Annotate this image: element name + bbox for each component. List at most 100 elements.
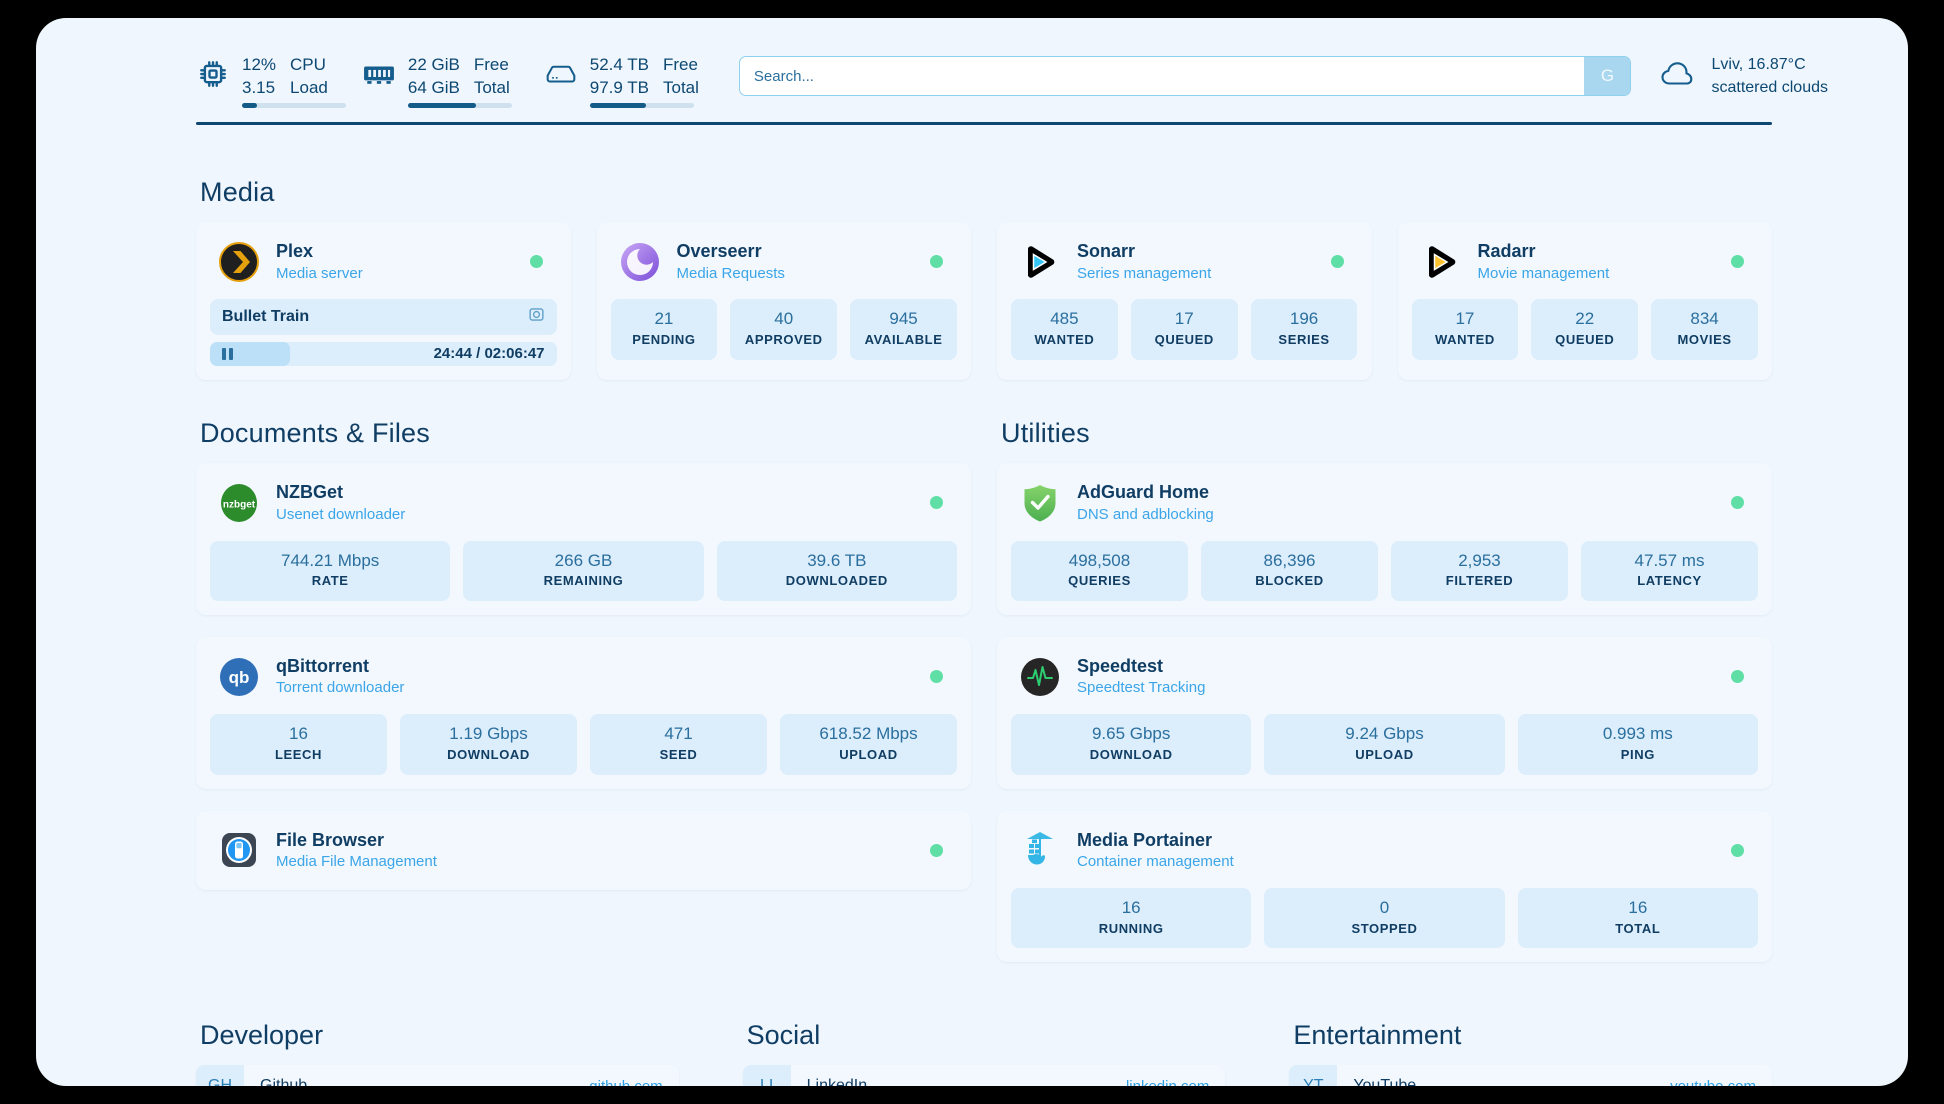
cpu-chip-icon [196,57,230,91]
stat-tile: 9.65 Gbps DOWNLOAD [1011,714,1252,775]
stat-value: 471 [664,724,693,744]
hard-drive-icon [544,57,578,91]
card-header: Radarr Movie management [1412,236,1759,287]
stat-label: DOWNLOADED [785,573,888,589]
service-card-media-portainer[interactable]: Media Portainer Container management 16 … [997,810,1772,963]
bookmark-item-github[interactable]: GH Github github.com [196,1065,679,1086]
status-badge-online [930,496,943,510]
service-card-radarr[interactable]: Radarr Movie management 17 WANTED 22 QUE… [1397,222,1772,381]
stat-tile: 22 QUEUED [1531,299,1639,360]
stat-label: BLOCKED [1255,573,1324,589]
stat-label: DOWNLOAD [1089,747,1173,763]
bookmark-abbr: LI [742,1065,791,1086]
bookmark-group-social: Social LI LinkedIn linkedin.com TW Twitt… [742,1020,1226,1086]
service-card-adguard-home[interactable]: AdGuard Home DNS and adblocking 498,508 … [997,463,1772,615]
stat-label: QUERIES [1068,573,1131,589]
stat-value: 39.6 TB [807,550,867,570]
weather-widget: Lviv, 16.87°C scattered clouds [1657,53,1848,99]
stat-label: RUNNING [1098,920,1164,936]
stat-tile: 47.57 ms LATENCY [1581,540,1758,601]
card-stats: 744.21 Mbps RATE 266 GB REMAINING 39.6 T… [210,540,957,601]
stat-tile: 945 AVAILABLE [850,299,957,360]
stat-value: 86,396 [1263,550,1316,570]
stat-label: QUEUED [1555,332,1615,348]
search-box[interactable]: G [738,56,1632,96]
portainer-logo [1019,829,1061,871]
section-title-documents: Documents & Files [200,418,430,449]
service-card-file-browser[interactable]: File Browser Media File Management [196,810,971,890]
plex-logo [218,241,260,283]
stat-value: 485 [1050,309,1079,329]
stat-value: 1.19 Gbps [449,724,528,744]
stat-label: QUEUED [1154,332,1214,348]
card-title: NZBGet [276,482,343,503]
search-engine-button[interactable]: G [1584,57,1631,95]
stat-value: 498,508 [1068,550,1131,570]
speedtest-logo [1019,656,1061,698]
bookmark-item-linkedin[interactable]: LI LinkedIn linkedin.com [742,1065,1226,1086]
stat-value: 21 [654,309,674,329]
card-header: File Browser Media File Management [210,825,957,876]
stat-label: PENDING [632,332,696,348]
qbittorrent-logo: qb [218,656,260,698]
radarr-logo [1420,241,1462,283]
disk-total-value: 97.9 TB [589,78,649,97]
stat-tile: 86,396 BLOCKED [1201,540,1378,601]
stat-tile: 9.24 Gbps UPLOAD [1264,714,1505,775]
search-input[interactable] [739,57,1585,95]
stat-tile: 1.19 Gbps DOWNLOAD [400,714,577,775]
service-card-overseerr[interactable]: Overseerr Media Requests 21 PENDING 40 A… [596,222,971,381]
bookmark-item-youtube[interactable]: YT YouTube youtube.com [1289,1065,1772,1086]
card-subtitle: Usenet downloader [276,505,406,523]
utilities-card-stack: AdGuard Home DNS and adblocking 498,508 … [997,463,1772,963]
service-card-speedtest[interactable]: Speedtest Speedtest Tracking 9.65 Gbps D… [997,636,1772,789]
card-subtitle: DNS and adblocking [1077,505,1214,523]
stat-value: 22 [1575,309,1595,329]
stat-label: AVAILABLE [864,332,943,348]
stat-label: REMAINING [543,573,624,589]
stat-label: SERIES [1278,332,1330,348]
bookmark-name: YouTube [1353,1077,1417,1086]
stat-label: APPROVED [744,332,823,348]
disk-label-2: Total [663,78,699,97]
status-badge-online [930,843,943,857]
card-subtitle: Torrent downloader [276,679,405,697]
card-stats: 9.65 Gbps DOWNLOAD 9.24 Gbps UPLOAD 0.99… [1011,714,1758,775]
card-header: AdGuard Home DNS and adblocking [1011,477,1758,528]
cast-icon[interactable] [528,306,545,328]
card-title: qBittorrent [276,655,369,676]
stat-label: UPLOAD [839,747,898,763]
search-area: G [738,56,1632,96]
stat-tile: 834 MOVIES [1651,299,1758,360]
stat-tile: 16 TOTAL [1517,887,1758,949]
stat-label: PING [1620,747,1655,763]
stat-label: STOPPED [1351,920,1418,936]
card-stats: 16 LEECH 1.19 Gbps DOWNLOAD 471 SEED [210,714,957,775]
service-card-nzbget[interactable]: nzbget NZBGet Usenet downloader 74 [196,463,971,615]
bookmark-url: youtube.com [1670,1065,1772,1086]
stat-label: LEECH [274,747,323,763]
card-subtitle: Container management [1077,853,1234,871]
stat-value: 16 [1121,897,1141,917]
card-title: Sonarr [1077,241,1136,261]
card-header: Overseerr Media Requests [611,236,958,287]
bookmark-url: github.com [589,1065,678,1086]
service-card-qbittorrent[interactable]: qb qBittorrent Torrent downloader [196,636,971,789]
stat-value: 16 [289,724,308,744]
resource-disk: 52.4 TB 97.9 TB Free Total [544,53,699,109]
bookmark-name: Github [260,1077,308,1086]
bookmark-url: linkedin.com [1126,1065,1225,1086]
header-divider [196,122,1772,125]
pause-icon[interactable] [222,348,233,361]
bookmark-abbr: YT [1289,1065,1338,1086]
stat-label: UPLOAD [1355,747,1414,763]
service-card-sonarr[interactable]: Sonarr Series management 485 WANTED 17 Q… [997,222,1372,381]
card-title: Radarr [1477,241,1536,261]
stat-label: TOTAL [1615,920,1661,936]
status-badge-online [1731,496,1744,510]
disk-usage-bar [589,103,694,109]
playback-progress-bar[interactable]: 24:44 / 02:06:47 [210,342,557,367]
card-header: nzbget NZBGet Usenet downloader [210,477,957,528]
cpu-usage-bar [242,103,346,109]
service-card-plex[interactable]: Plex Media server Bullet Train [196,222,571,381]
